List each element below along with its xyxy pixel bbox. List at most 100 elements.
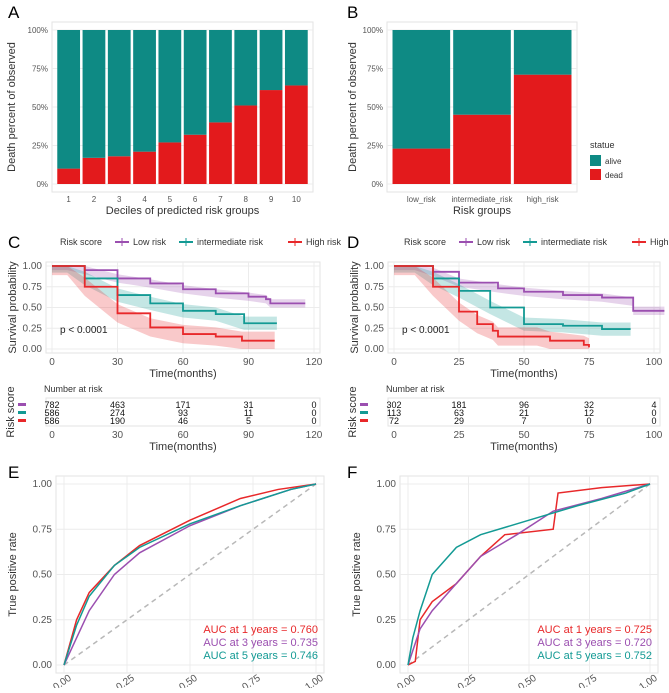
x-axis-label: Time(months) — [149, 368, 216, 380]
x-tick-label: 0.75 — [577, 673, 600, 688]
x-tick-label: intermediate_risk — [452, 195, 514, 204]
y-tick-label: 0.75 — [365, 282, 385, 293]
x-tick-label: 2 — [92, 195, 97, 204]
y-tick-label: 75% — [32, 65, 48, 74]
x-tick-label: 0 — [391, 357, 397, 368]
risk-count: 190 — [110, 416, 125, 426]
y-tick-label: 25% — [367, 142, 383, 151]
panel-A: 0% 25% 50% 75% 100% 1 2 3 4 5 6 7 8 9 10 Deciles of pre… — [6, 21, 314, 217]
risk-table-key — [18, 403, 26, 406]
x-tick-label: 0.00 — [51, 673, 74, 688]
risk-x-tick-label: 50 — [518, 430, 530, 441]
y-tick-label: 0.50 — [377, 570, 397, 581]
risk-count: 7 — [521, 416, 526, 426]
y-tick-label: 0% — [36, 180, 48, 189]
x-tick-label: 0.25 — [114, 673, 137, 688]
risk-table-title: Number at risk — [44, 384, 103, 394]
y-tick-label: 0.25 — [377, 615, 397, 626]
y-axis-label: Death percent of observed — [6, 42, 18, 172]
x-tick-label: 3 — [117, 195, 122, 204]
x-tick-label: 50 — [518, 357, 530, 368]
y-tick-label: 1.00 — [23, 261, 43, 272]
x-tick-label: 0 — [49, 357, 55, 368]
x-tick-label: 1.00 — [303, 673, 326, 688]
legend-label: High risk — [306, 237, 342, 247]
x-tick-label: low_risk — [407, 195, 437, 204]
legend-title: Risk score — [60, 237, 102, 247]
survival-curve — [394, 265, 590, 348]
y-axis-label: Death percent of observed — [347, 42, 359, 172]
x-tick-label: 8 — [244, 195, 249, 204]
survival-curve — [52, 265, 275, 342]
panel-label: C — [8, 233, 20, 252]
y-tick-label: 1.00 — [33, 479, 53, 490]
panel-E: 0.00 0.25 0.50 0.75 1.00 0.00 0.25 0.50 0.75 1.00… — [7, 475, 326, 693]
y-tick-label: 0% — [371, 180, 383, 189]
y-tick-label: 0.00 — [23, 344, 43, 355]
roc-curve — [407, 483, 651, 666]
confidence-band — [52, 266, 275, 349]
risk-count: 31 — [243, 400, 253, 410]
risk-table-key — [360, 419, 368, 422]
legend-label: intermediate risk — [541, 237, 608, 247]
panel-B: 0% 25% 50% 75% 100% low_risk intermediate_risk… — [347, 21, 623, 217]
bar-alive — [158, 30, 182, 143]
bar-alive — [82, 30, 106, 158]
bar-dead — [133, 151, 156, 184]
bar-dead — [82, 157, 106, 184]
bar-dead — [513, 74, 572, 184]
risk-x-tick-label: 30 — [112, 430, 124, 441]
bar-alive — [133, 30, 156, 152]
bar-dead — [392, 148, 451, 184]
risk-table-panel — [45, 397, 321, 427]
bar-dead — [284, 85, 308, 184]
bar-alive — [57, 30, 81, 169]
x-tick-label: 30 — [112, 357, 124, 368]
bar-alive — [107, 30, 131, 157]
risk-x-tick-label: 0 — [391, 430, 397, 441]
y-tick-label: 100% — [28, 26, 48, 35]
panel-C: Risk score Low risk intermediate risk High … — [5, 237, 342, 453]
x-tick-label: 0.00 — [395, 673, 418, 688]
risk-count: 171 — [175, 400, 190, 410]
bar-alive — [234, 30, 258, 106]
panel-label: A — [8, 3, 20, 22]
bar-alive — [453, 30, 511, 115]
risk-count: 0 — [586, 416, 591, 426]
x-tick-label: 9 — [269, 195, 274, 204]
x-axis-label: Deciles of predicted risk groups — [106, 205, 260, 217]
p-value: p < 0.0001 — [402, 325, 450, 336]
legend-title: Risk score — [404, 237, 446, 247]
y-tick-label: 50% — [367, 103, 383, 112]
risk-count: 11 — [244, 408, 253, 418]
legend-label: dead — [605, 171, 623, 180]
x-tick-label: 120 — [306, 357, 323, 368]
confidence-band — [394, 266, 631, 336]
risk-x-tick-label: 60 — [177, 430, 189, 441]
bar-alive — [259, 30, 283, 91]
legend-title: statue — [590, 140, 615, 150]
risk-x-tick-label: 0 — [49, 430, 55, 441]
x-tick-label: 0.50 — [177, 673, 200, 688]
y-tick-label: 100% — [363, 26, 383, 35]
y-tick-label: 50% — [32, 103, 48, 112]
bar-alive — [209, 30, 232, 123]
panel-label: D — [347, 233, 359, 252]
risk-count: 4 — [651, 400, 656, 410]
risk-count: 0 — [311, 400, 316, 410]
risk-count: 46 — [178, 416, 188, 426]
risk-y-axis-label: Risk score — [5, 386, 17, 437]
bar-dead — [107, 156, 131, 184]
auc-label: AUC at 3 years = 0.720 — [537, 637, 652, 649]
risk-count: 63 — [454, 408, 464, 418]
risk-count: 72 — [389, 416, 399, 426]
x-axis-label: Time(months) — [490, 368, 557, 380]
risk-count: 0 — [651, 408, 656, 418]
panel-label: E — [8, 463, 19, 482]
legend-label: Low risk — [477, 237, 511, 247]
y-tick-label: 0.50 — [23, 303, 43, 314]
bar-alive — [513, 30, 572, 75]
y-tick-label: 0.75 — [23, 282, 43, 293]
diagonal-reference — [63, 483, 317, 666]
